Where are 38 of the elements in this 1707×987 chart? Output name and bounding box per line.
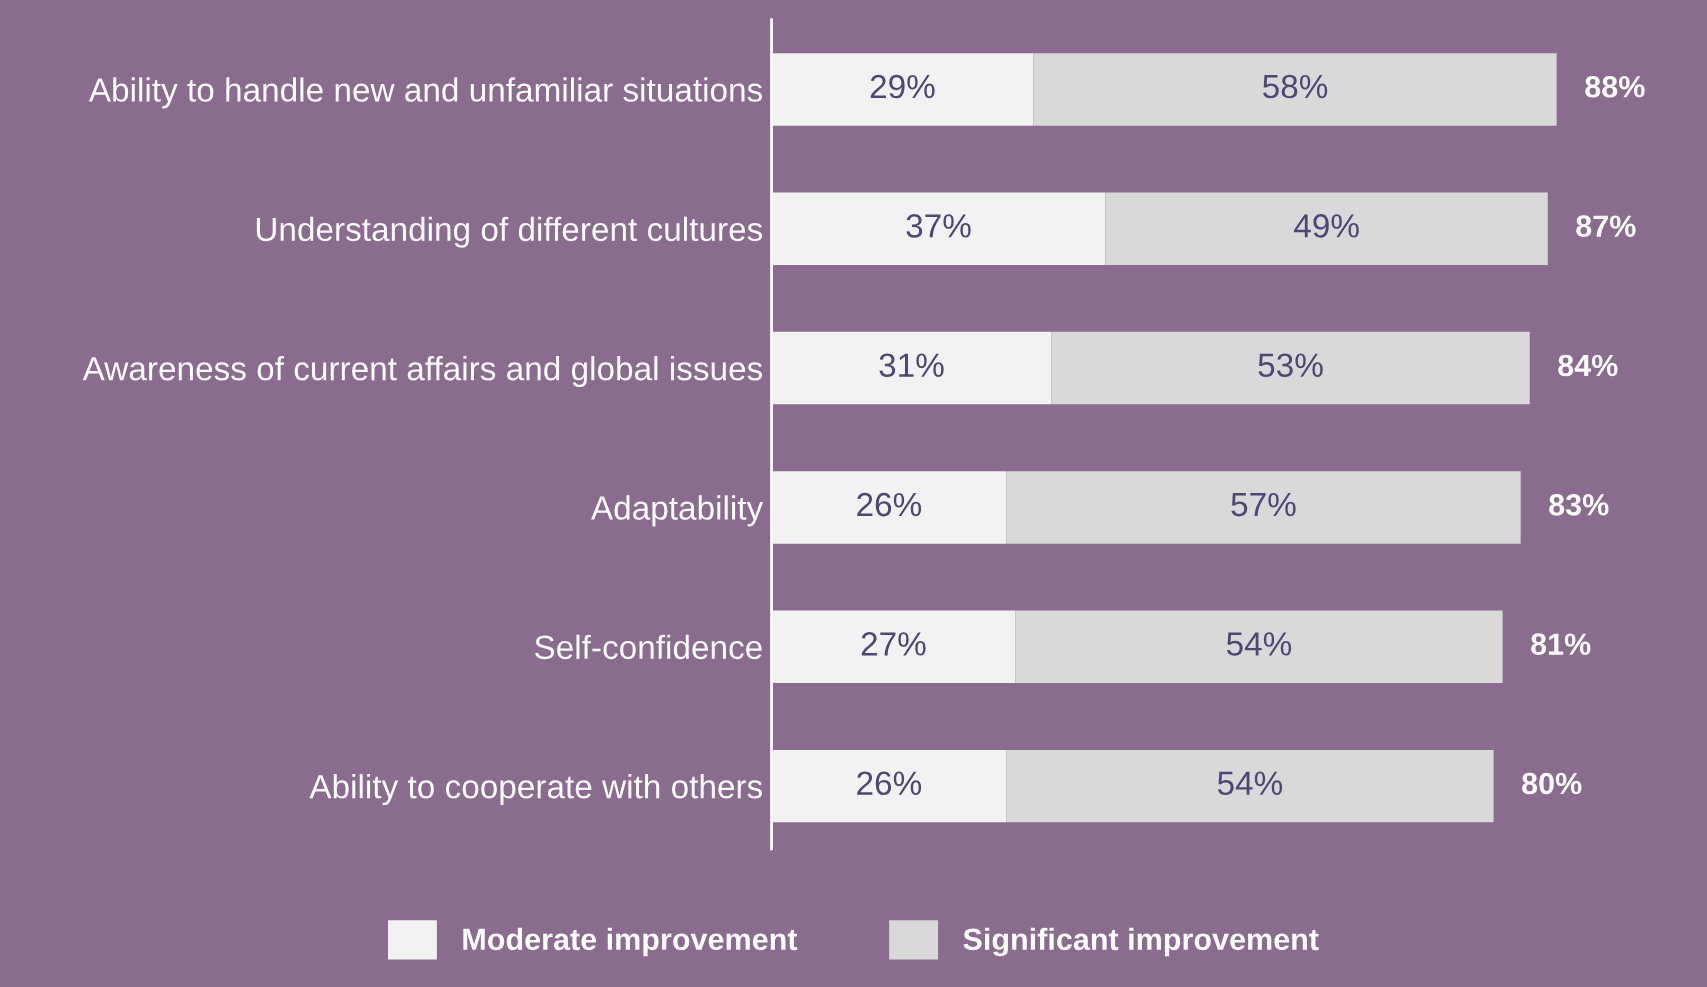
- data-label: 29%: [870, 74, 935, 99]
- bar: [1006, 471, 1521, 544]
- y-tick-label: Ability to handle new and unfamiliar situations: [88, 77, 763, 109]
- bar: [771, 749, 1007, 823]
- y-tick-label: Ability to cooperate with others: [309, 774, 763, 806]
- data-label: 54%: [1226, 632, 1292, 656]
- total-label: 83%: [1549, 494, 1609, 516]
- y-tick-label: Adaptability: [590, 495, 764, 527]
- total-label: 87%: [1576, 215, 1636, 237]
- total-label: 88%: [1585, 75, 1645, 98]
- data-label: 57%: [1231, 492, 1296, 517]
- bar: [1051, 331, 1530, 405]
- data-label: 26%: [857, 492, 922, 517]
- bar: [771, 471, 1007, 544]
- y-tick-label: Awareness of current affairs and global issues: [82, 356, 763, 388]
- total-label: 81%: [1531, 633, 1591, 655]
- bar: [1105, 192, 1548, 265]
- data-label: 31%: [879, 353, 944, 378]
- data-label: 37%: [906, 214, 971, 238]
- data-label: 27%: [861, 632, 926, 656]
- total-label: 80%: [1522, 772, 1582, 795]
- bar: [1015, 610, 1503, 683]
- bar: [771, 331, 1052, 405]
- data-label: 53%: [1258, 353, 1323, 378]
- data-label: 49%: [1294, 214, 1359, 238]
- total-label: 84%: [1558, 354, 1618, 377]
- y-tick-label: Understanding of different cultures: [256, 216, 763, 248]
- bar: [1006, 749, 1494, 823]
- data-label: 54%: [1217, 771, 1283, 796]
- y-tick-label: Self-confidence: [534, 634, 762, 660]
- bar: [771, 610, 1016, 683]
- data-label: 26%: [857, 771, 922, 796]
- legend-label: Moderate improvement: [463, 927, 798, 957]
- bar: [771, 53, 1034, 126]
- bar: [771, 192, 1106, 265]
- bar: [1033, 53, 1557, 126]
- legend-label: Significant improvement: [963, 927, 1319, 957]
- data-label: 58%: [1263, 74, 1328, 99]
